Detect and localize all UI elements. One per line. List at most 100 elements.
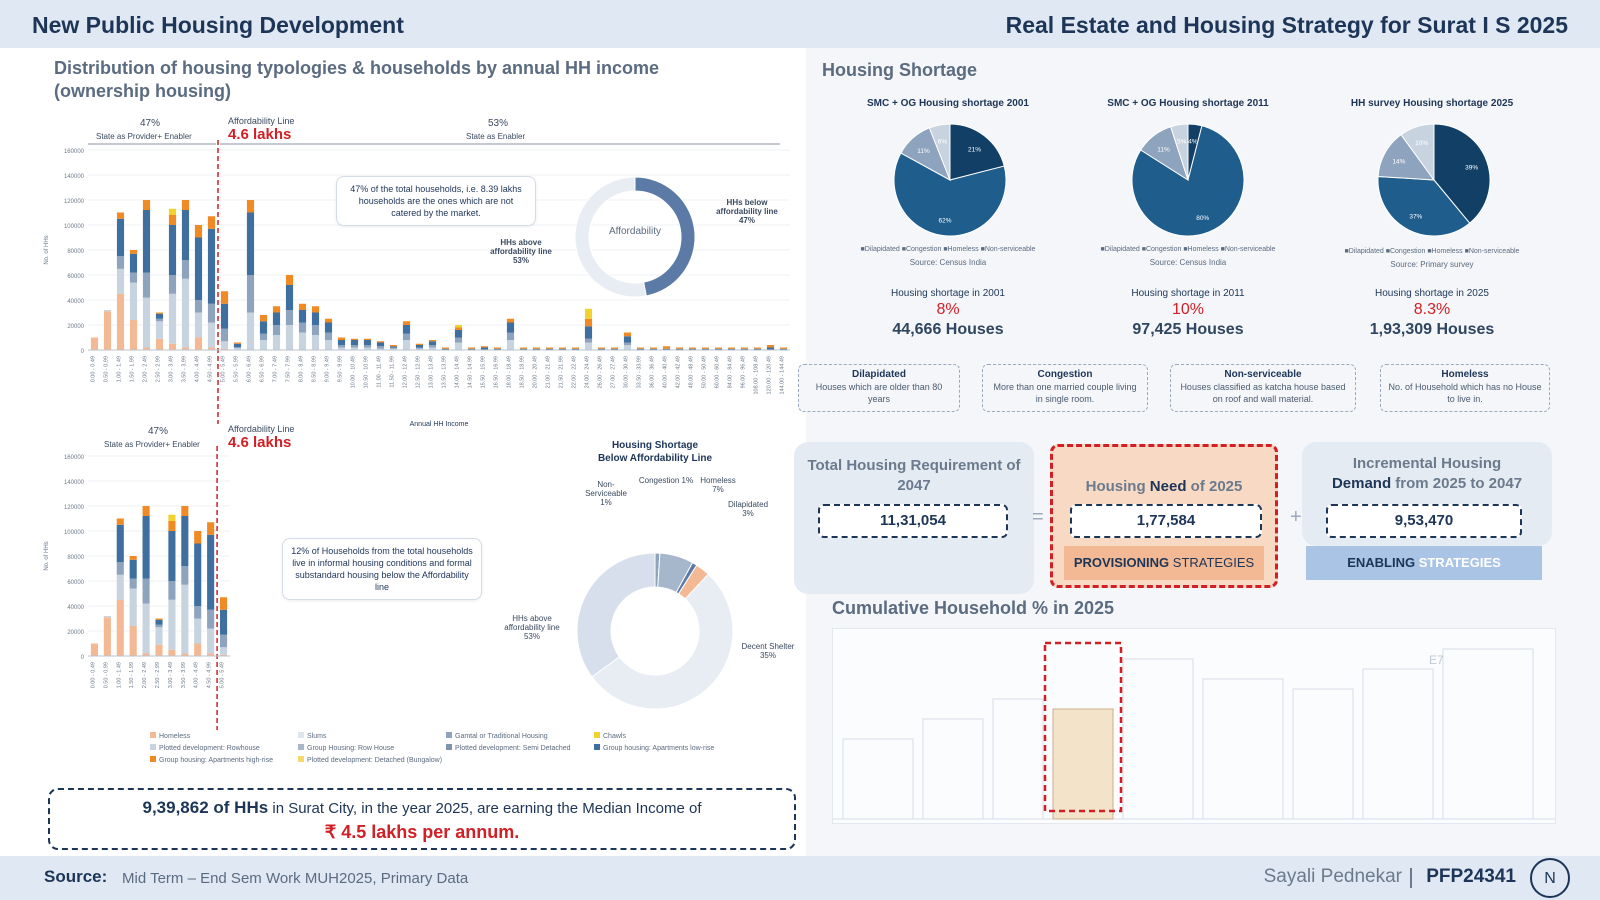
legend-label: Plotted development: Rowhouse: [159, 745, 260, 752]
x-tick-label: 0.50 - 0.99: [103, 662, 109, 688]
median-count: 9,39,862 of HHs: [142, 798, 269, 817]
bar-segment: [194, 618, 202, 644]
bar-segment: [168, 343, 177, 350]
bar-segment: [142, 603, 150, 654]
bar-segment: [415, 343, 424, 345]
bar-segment: [714, 348, 723, 350]
provisioning-strategies[interactable]: PROVISIONING STRATEGIES: [1064, 546, 1264, 580]
x-tick-label: 15.50 - 15.99: [481, 356, 487, 388]
bar-segment: [103, 617, 111, 656]
bar-segment: [441, 348, 450, 350]
bar-segment: [142, 210, 151, 273]
pie-data-label: 80%: [1196, 215, 1209, 222]
pie-2001: 21% 62% 11% 6%: [893, 123, 1007, 237]
bar-segment: [168, 225, 177, 275]
def-dilapidated-text: Houses which are older than 80 years: [815, 382, 943, 404]
bar-segment: [116, 524, 124, 563]
bar-segment: [220, 348, 229, 350]
shortage-pie-0-slice: [893, 152, 1007, 237]
legend-swatch: [298, 744, 304, 750]
x-tick-label: 3.50 - 3.99: [182, 356, 188, 382]
bar-segment: [558, 348, 567, 350]
bar-segment: [402, 325, 411, 334]
bar-segment: [168, 208, 177, 215]
bar-segment: [233, 347, 242, 350]
bar-segment: [740, 348, 749, 350]
def-homeless-text: No. of Household which has no House to l…: [1388, 382, 1542, 404]
x-tick-label: 21.00 - 21.49: [546, 356, 552, 388]
top-aff-label: Affordability Line: [228, 116, 295, 126]
bar-segment: [623, 342, 632, 345]
bar-segment: [415, 348, 424, 350]
enabling-strategies[interactable]: ENABLING STRATEGIES: [1306, 546, 1542, 580]
inc-value: 9,53,470: [1326, 504, 1522, 538]
legend-label: Group housing: Apartments low-rise: [603, 745, 715, 752]
bar-segment: [493, 347, 502, 349]
x-tick-label: 0.00 - 0.49: [90, 662, 96, 688]
pie-data-label: 14%: [1392, 159, 1405, 166]
shortage-pie-1-slice: [1170, 123, 1189, 181]
bar-segment: [454, 337, 463, 343]
x-tick-label: 108.00 - 108.49: [754, 356, 760, 395]
x-tick-label: 9.00 - 9.49: [325, 356, 331, 382]
x-tick-label: 0.50 - 0.99: [104, 356, 110, 382]
bar-segment: [207, 522, 215, 535]
bar-segment: [610, 348, 619, 350]
bar-segment: [597, 348, 606, 350]
bar-segment: [168, 599, 176, 650]
pie-2025-legend: ■Dilapidated ■Congestion ■Homeless ■Non-…: [1344, 248, 1520, 255]
legend-label: Homeless: [159, 733, 191, 740]
highlight-frame: [1043, 641, 1123, 813]
bar-segment: [415, 345, 424, 348]
bar-segment: [142, 653, 150, 656]
x-tick-label: 42.00 - 42.49: [676, 356, 682, 388]
bar-segment: [116, 256, 125, 269]
stat-2001: Housing shortage in 2001 8% 44,666 House…: [828, 288, 1068, 339]
label-nonserv: Non-Serviceable 1%: [585, 480, 627, 507]
legend-swatch: [446, 732, 452, 738]
bottom-aff-value: 4.6 lakhs: [228, 434, 292, 451]
bar-segment: [506, 318, 515, 323]
bar-segment: [311, 335, 320, 350]
bar-segment: [103, 310, 112, 312]
bar-segment: [753, 347, 762, 349]
y-tick-label: 20000: [67, 324, 84, 330]
bar-segment: [142, 347, 151, 350]
bar-segment: [428, 340, 437, 342]
bar-segment: [219, 634, 228, 648]
x-tick-label: 3.50 - 3.99: [181, 662, 187, 688]
bar-segment: [558, 347, 567, 349]
bar-segment: [194, 337, 203, 350]
bar-segment: [194, 225, 203, 238]
bar-segment: [636, 348, 645, 350]
x-tick-label: 30.00 - 30.49: [624, 356, 630, 388]
legend-label: Chawls: [603, 733, 626, 740]
bar-segment: [246, 212, 255, 275]
x-tick-label: 2.50 - 2.99: [156, 356, 162, 382]
pie-2001-legend: ■Dilapidated ■Congestion ■Homeless ■Non-…: [860, 246, 1036, 253]
bar-segment: [219, 647, 228, 655]
bar-segment: [571, 348, 580, 350]
x-tick-label: 33.50 - 33.99: [637, 356, 643, 388]
bar-segment: [545, 348, 554, 350]
bar-segment: [584, 326, 593, 339]
bar-segment: [246, 275, 255, 313]
bar-segment: [519, 348, 528, 350]
bar-segment: [298, 332, 307, 350]
bar-segment: [116, 574, 124, 600]
bar-segment: [779, 348, 788, 350]
x-tick-label: 60.00 - 60.49: [715, 356, 721, 388]
bar-segment: [181, 653, 189, 656]
bar-segment: [272, 306, 281, 313]
stat-2025-pct: 8.3%: [1413, 301, 1451, 318]
bar-segment: [181, 278, 190, 348]
stat-2011: Housing shortage in 2011 10% 97,425 Hous…: [1068, 288, 1308, 339]
bar-segment: [662, 348, 671, 350]
y-tick-label: 160000: [64, 149, 85, 155]
def-dilapidated-head: Dilapidated: [852, 369, 906, 380]
stat-2011-houses: 97,425 Houses: [1132, 321, 1244, 338]
need-value: 1,77,584: [1070, 504, 1262, 538]
bar-segment: [220, 328, 229, 342]
bar-segment: [428, 347, 437, 350]
pie-2011-title: SMC + OG Housing shortage 2011: [1107, 98, 1269, 109]
